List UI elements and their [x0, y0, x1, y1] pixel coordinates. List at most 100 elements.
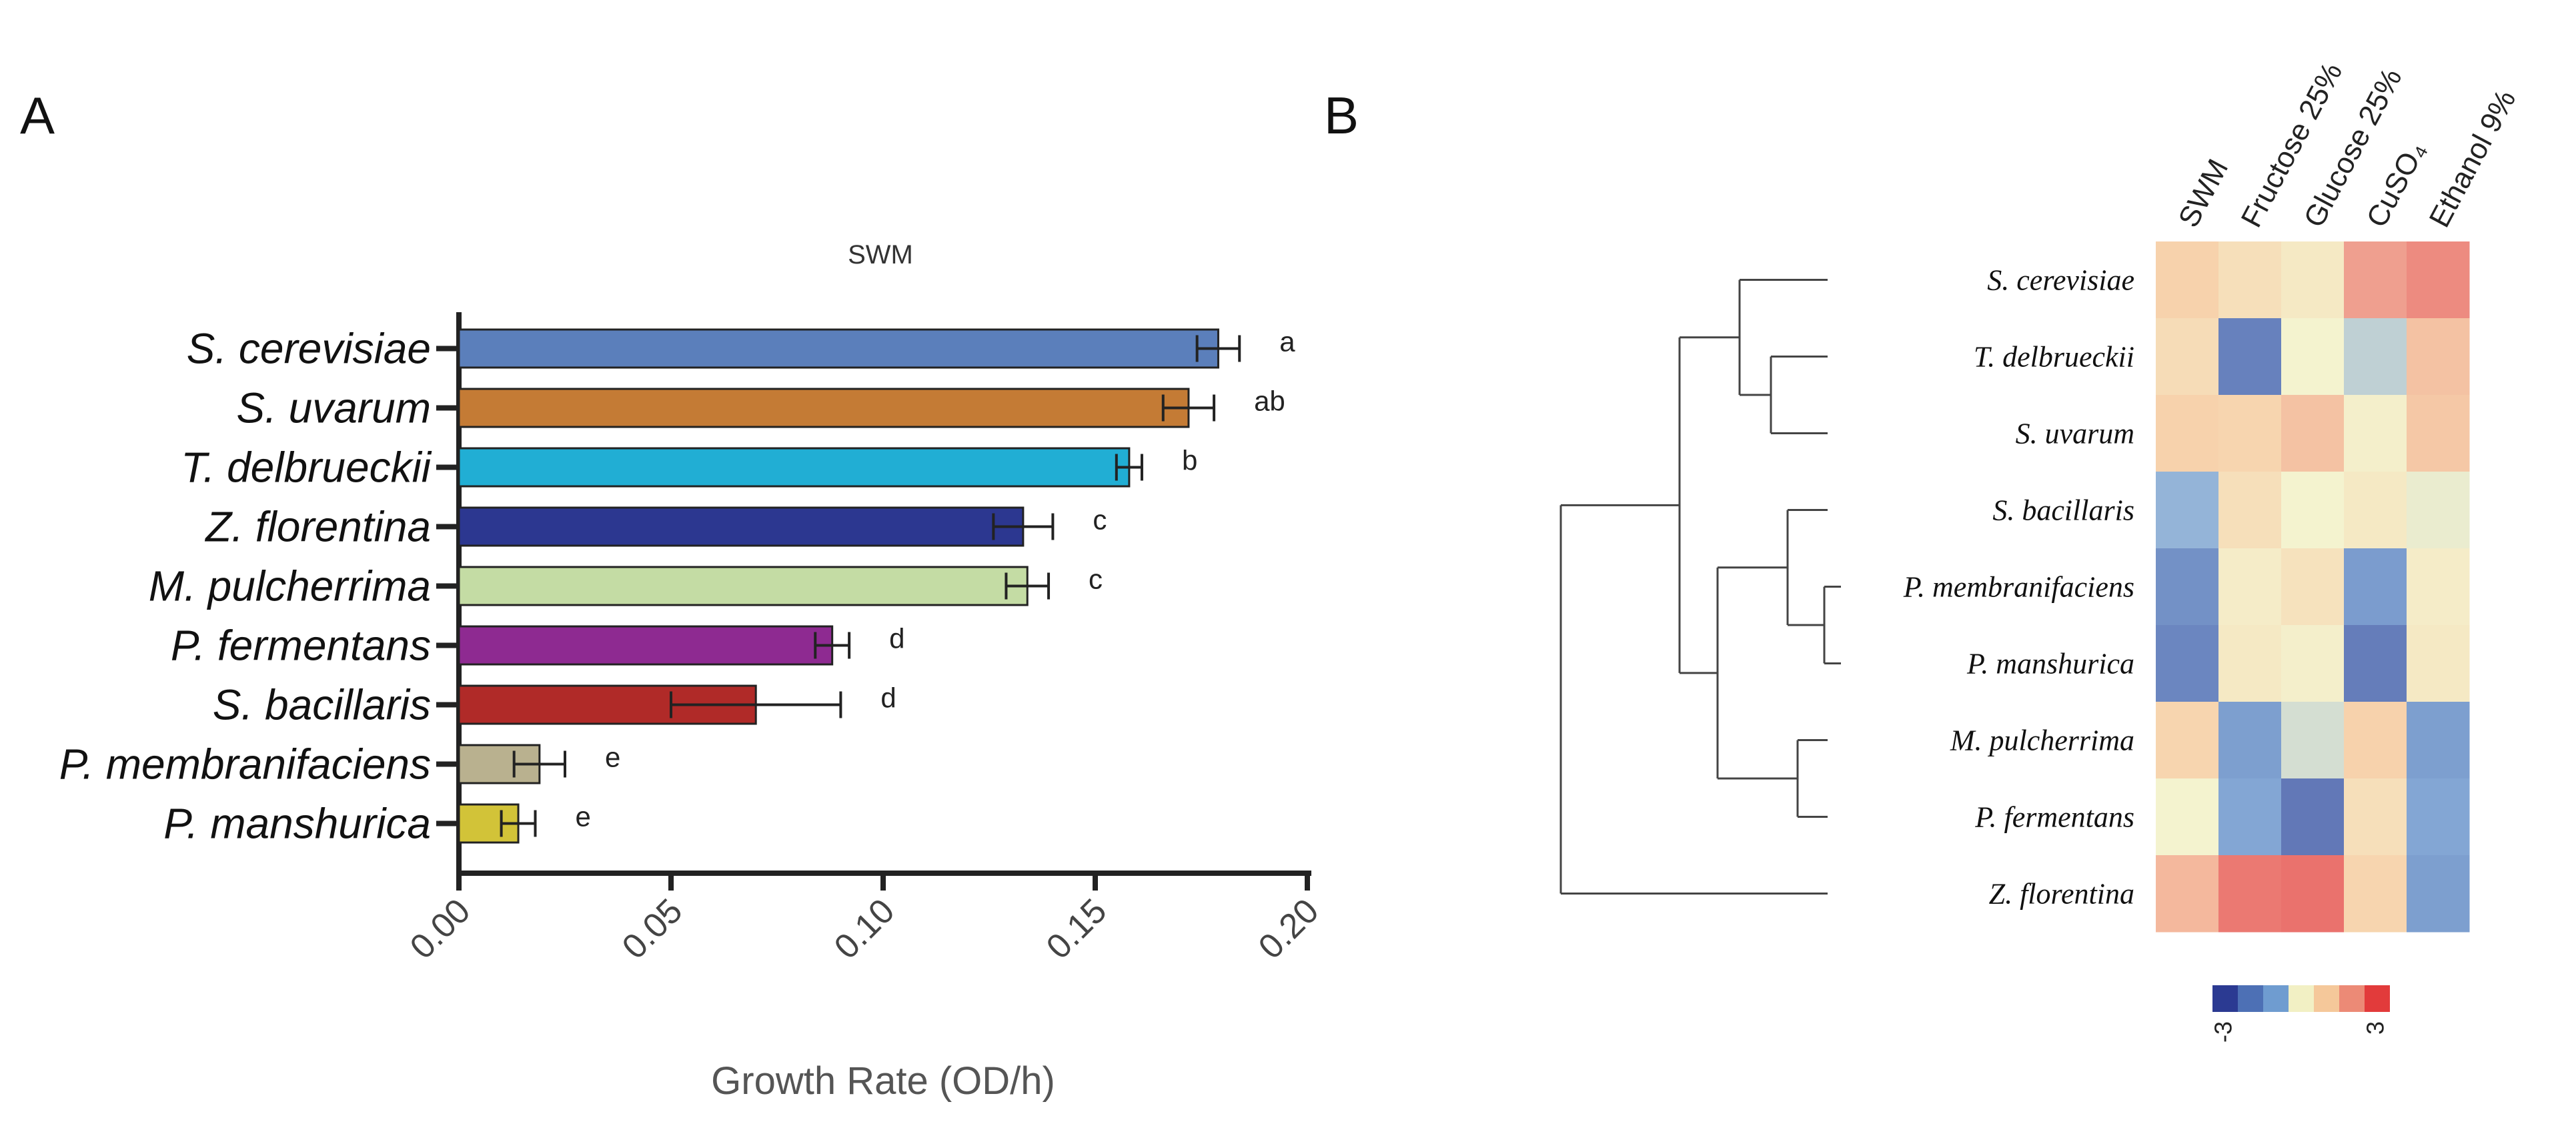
legend-swatch — [2314, 985, 2339, 1012]
heatmap-cell — [2281, 318, 2345, 396]
legend-min-label: -3 — [2210, 1021, 2237, 1043]
significance-label: d — [889, 623, 904, 654]
heatmap-column-label: SWM — [2172, 154, 2235, 233]
error-bar — [992, 513, 1055, 540]
legend-swatch — [2339, 985, 2365, 1012]
category-label: P. manshurica — [163, 800, 431, 848]
heatmap-cell — [2407, 702, 2470, 779]
heatmap-cell — [2281, 548, 2345, 626]
error-bar — [1195, 335, 1241, 362]
x-tick-label: 0.05 — [615, 891, 690, 967]
x-axis-label: Growth Rate (OD/h) — [711, 1059, 1055, 1103]
heatmap-cell — [2281, 241, 2345, 319]
heatmap-cell — [2156, 472, 2219, 549]
heatmap-cell — [2344, 472, 2407, 549]
heatmap-cell — [2344, 855, 2407, 933]
heatmap-cell — [2281, 472, 2345, 549]
x-tick-label: 0.15 — [1039, 891, 1115, 967]
bar — [458, 625, 834, 666]
bar — [458, 506, 1025, 547]
legend-swatch — [2212, 985, 2238, 1012]
heatmap-cell — [2281, 855, 2345, 933]
heatmap-cell — [2407, 395, 2470, 472]
heatmap-cell — [2281, 702, 2345, 779]
heatmap-cell — [2407, 625, 2470, 702]
category-label: S. uvarum — [236, 384, 431, 432]
chart-title: SWM — [848, 240, 913, 269]
error-bar — [500, 810, 537, 837]
heatmap-row-label: Z. florentina — [1989, 878, 2134, 911]
heatmap-row-label: T. delbrueckii — [1974, 341, 2134, 374]
error-bar — [1005, 572, 1051, 600]
heatmap-cell — [2156, 625, 2219, 702]
heatmap-cell — [2407, 241, 2470, 319]
heatmap-cell — [2344, 241, 2407, 319]
x-tick-label: 0.00 — [403, 891, 478, 967]
significance-label: c — [1093, 504, 1107, 536]
error-bar — [512, 750, 566, 778]
heatmap-cell — [2407, 855, 2470, 933]
significance-label: ab — [1254, 386, 1285, 417]
heatmap-cell — [2218, 395, 2282, 472]
legend-swatch — [2263, 985, 2289, 1012]
significance-label: e — [575, 801, 590, 832]
legend-swatch — [2289, 985, 2314, 1012]
heatmap-cell — [2344, 318, 2407, 396]
bar — [458, 328, 1219, 369]
heatmap-cell — [2218, 472, 2282, 549]
heatmap-row-label: P. manshurica — [1966, 648, 2134, 680]
x-tick-label: 0.10 — [827, 891, 902, 967]
heatmap-cell — [2156, 702, 2219, 779]
heatmap-cell — [2281, 778, 2345, 856]
heatmap-cell — [2156, 395, 2219, 472]
legend-max-label: 3 — [2362, 1021, 2389, 1035]
error-bar — [1161, 394, 1216, 422]
heatmap-cell — [2218, 778, 2282, 856]
category-label: P. fermentans — [171, 622, 431, 670]
error-bar — [814, 632, 851, 659]
legend-swatch — [2238, 985, 2263, 1012]
heatmap-cell — [2218, 855, 2282, 933]
heatmap-cell — [2156, 318, 2219, 396]
heatmap-cell — [2281, 625, 2345, 702]
panel-b-label: B — [1324, 86, 1359, 145]
heatmap-row-label: P. fermentans — [1974, 801, 2134, 834]
bar-chart-swm: SWM S. cerevisiae a S. uvarum ab T. delbrueck… — [59, 240, 1327, 1103]
heatmap-cell — [2344, 778, 2407, 856]
heatmap-column-label: Ethanol 9% — [2423, 85, 2523, 233]
heatmap-row-label: M. pulcherrima — [1950, 724, 2134, 757]
heatmap-cell — [2218, 318, 2282, 396]
heatmap-cell — [2218, 241, 2282, 319]
heatmap-cell — [2407, 472, 2470, 549]
heatmap-cell — [2156, 778, 2219, 856]
heatmap-cell — [2344, 548, 2407, 626]
heatmap-row-label: S. uvarum — [2016, 418, 2134, 450]
significance-label: c — [1089, 564, 1103, 595]
category-label: Z. florentina — [204, 503, 431, 551]
heatmap-cell — [2218, 702, 2282, 779]
heatmap-cell — [2156, 241, 2219, 319]
category-label: S. bacillaris — [213, 681, 431, 729]
x-tick-label: 0.20 — [1251, 891, 1327, 967]
significance-label: a — [1279, 326, 1295, 358]
heatmap-row-label: S. bacillaris — [1992, 494, 2134, 527]
heatmap-cell — [2218, 625, 2282, 702]
heatmap-column-label: CuSO₄ — [2361, 136, 2433, 233]
category-label: P. membranifaciens — [59, 740, 431, 788]
heatmap-row-label: S. cerevisiae — [1987, 264, 2134, 297]
error-bar — [670, 691, 842, 718]
heatmap-cell — [2344, 395, 2407, 472]
legend-swatch — [2365, 985, 2390, 1012]
category-label: S. cerevisiae — [187, 325, 431, 373]
category-label: M. pulcherrima — [149, 562, 431, 610]
bar — [458, 447, 1131, 488]
heatmap-cell — [2407, 318, 2470, 396]
significance-label: d — [880, 682, 896, 714]
dendrogram — [1559, 279, 1841, 895]
heatmap-cell — [2156, 548, 2219, 626]
heatmap-cell — [2407, 548, 2470, 626]
panel-a-label: A — [20, 86, 55, 145]
heatmap-cell — [2218, 548, 2282, 626]
